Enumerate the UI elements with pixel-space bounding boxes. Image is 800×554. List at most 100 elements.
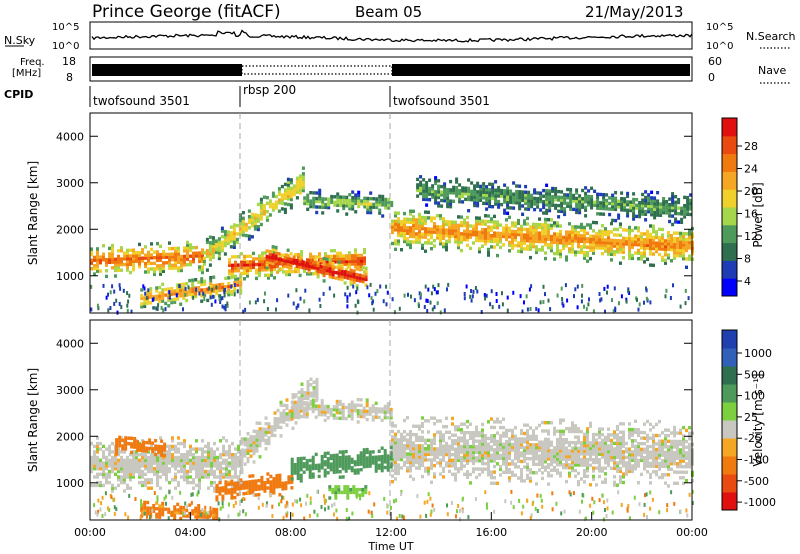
heatmap-cell [650,210,654,214]
heatmap-cell [458,183,462,187]
heatmap-cell [343,275,347,280]
heatmap-cell [301,263,305,267]
heatmap-cell [577,460,580,464]
heatmap-cell [222,450,225,454]
heatmap-cell [496,481,499,485]
heatmap-cell [577,452,580,456]
heatmap-cell [473,201,477,205]
heatmap-cell [656,191,660,195]
heatmap-cell [682,470,685,474]
heatmap-cell [586,449,589,453]
heatmap-cell [120,436,123,440]
heatmap-cell [114,486,117,490]
heatmap-cell [509,189,513,193]
heatmap-cell [607,449,610,454]
heatmap-cell [664,436,667,441]
heatmap-cell [671,200,675,204]
heatmap-cell [661,247,664,251]
heatmap-cell [649,252,652,256]
heatmap-cell [231,255,234,259]
heatmap-cell [571,244,574,248]
heatmap-cell [619,436,622,440]
heatmap-cell [267,268,270,272]
heatmap-cell [201,450,204,454]
heatmap-cell [140,288,144,292]
heatmap-cell [258,259,261,264]
heatmap-cell [174,458,177,462]
heatmap-cell [628,228,631,232]
heatmap-cell [252,449,256,453]
heatmap-cell [670,245,673,249]
heatmap-cell [628,248,631,252]
heatmap-cell [505,229,508,233]
heatmap-cell [198,469,201,474]
heatmap-cell [279,417,283,421]
heatmap-cell [420,292,422,297]
heatmap-cell [475,224,478,229]
heatmap-cell [440,204,444,208]
heatmap-cell [467,186,471,191]
heatmap-cell [129,475,132,479]
heatmap-cell [658,450,661,454]
heatmap-cell [484,228,487,232]
heatmap-cell [490,236,493,241]
heatmap-cell [306,199,310,203]
heatmap-cell [628,253,631,258]
heatmap-cell [249,446,253,450]
heatmap-cell [129,257,132,261]
heatmap-cell [138,469,141,474]
heatmap-cell [592,220,595,225]
heatmap-cell [215,291,219,296]
heatmap-cell [532,443,535,447]
heatmap-cell [96,447,99,451]
heatmap-cell [634,427,637,432]
heatmap-cell [478,222,481,226]
heatmap-cell [493,234,496,238]
heatmap-cell [250,212,254,217]
heatmap-cell [185,298,189,303]
heatmap-cell [298,191,302,195]
heatmap-cell [529,479,532,483]
heatmap-cell [167,298,171,302]
heatmap-cell [463,433,466,438]
heatmap-cell [224,290,228,294]
heatmap-cell [375,200,379,204]
heatmap-cell [208,235,212,239]
heatmap-cell [529,451,532,455]
heatmap-cell [162,461,165,465]
heatmap-cell [580,443,583,448]
heatmap-cell [482,193,486,197]
heatmap-cell [138,256,141,260]
heatmap-cell [144,253,147,257]
heatmap-cell [460,221,463,225]
heatmap-cell [568,474,571,478]
heatmap-cell [297,390,301,395]
heatmap-cell [580,446,583,450]
heatmap-cell [496,445,499,449]
heatmap-cell [649,472,652,477]
heatmap-cell [628,466,631,471]
heatmap-cell [292,190,296,194]
heatmap-cell [472,442,475,446]
heatmap-cell [93,444,96,449]
heatmap-cell [274,256,278,261]
heatmap-cell [345,195,349,200]
heatmap-cell [161,293,165,298]
heatmap-cell [403,293,406,298]
heatmap-cell [638,206,642,210]
heatmap-cell [418,435,421,440]
heatmap-cell [409,432,412,437]
heatmap-cell [436,213,439,218]
heatmap-cell [249,435,253,439]
heatmap-cell [593,203,597,207]
heatmap-cell [219,461,222,465]
heatmap-cell [322,273,326,278]
heatmap-cell [550,223,553,228]
heatmap-cell [183,467,186,471]
heatmap-cell [343,281,347,285]
heatmap-cell [520,227,523,231]
heatmap-cell [243,451,247,455]
heatmap-cell [514,440,517,444]
heatmap-cell [514,221,517,225]
heatmap-cell [589,444,592,448]
